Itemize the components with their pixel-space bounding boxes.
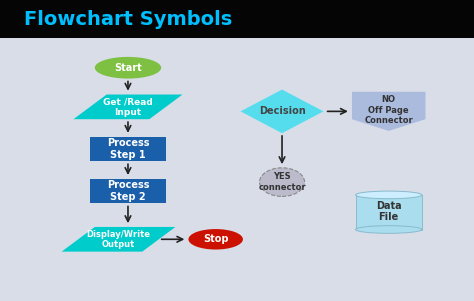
Polygon shape: [240, 90, 323, 133]
Bar: [90, 137, 166, 161]
Bar: [90, 179, 166, 203]
Text: Start: Start: [114, 63, 142, 73]
Text: Stop: Stop: [203, 234, 228, 244]
Text: Get /Read
Input: Get /Read Input: [103, 97, 153, 116]
Text: Data
File: Data File: [376, 201, 401, 222]
Ellipse shape: [356, 191, 422, 199]
Bar: [356, 195, 422, 229]
Bar: [0, 0, 474, 38]
Ellipse shape: [95, 57, 161, 79]
Polygon shape: [73, 95, 182, 119]
Text: Decision: Decision: [259, 106, 305, 116]
Ellipse shape: [189, 229, 243, 250]
Polygon shape: [62, 227, 175, 252]
Text: Flowchart Symbols: Flowchart Symbols: [24, 10, 232, 29]
Text: YES
connector: YES connector: [258, 172, 306, 192]
Polygon shape: [352, 92, 425, 131]
Text: NO
Off Page
Connector: NO Off Page Connector: [365, 95, 413, 125]
Text: Display/Write
Output: Display/Write Output: [86, 230, 151, 249]
Text: Process
Step 1: Process Step 1: [107, 138, 149, 160]
Text: Process
Step 2: Process Step 2: [107, 180, 149, 202]
Ellipse shape: [356, 226, 422, 233]
Circle shape: [259, 168, 304, 196]
